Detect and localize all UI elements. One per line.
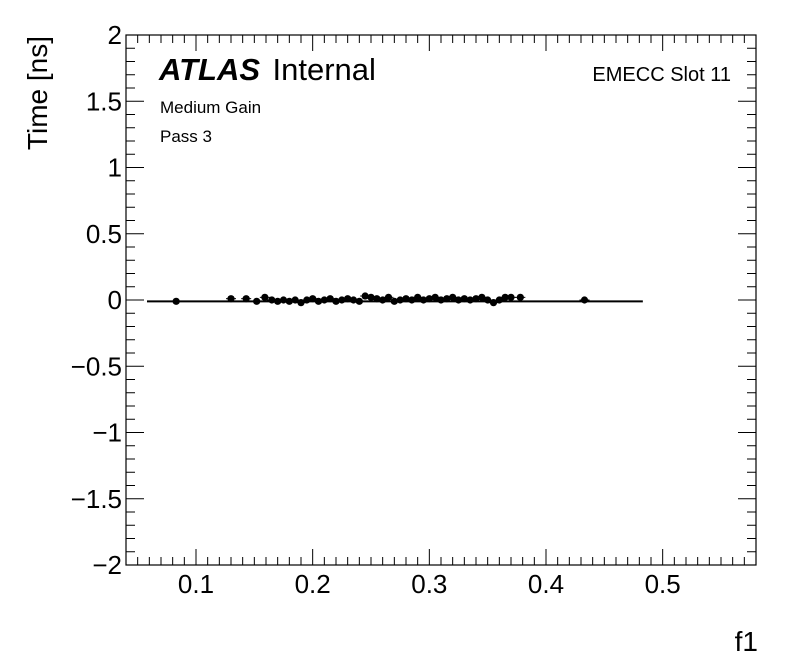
data-point <box>253 297 261 305</box>
data-point <box>414 293 422 301</box>
data-point <box>309 295 317 303</box>
y-tick-label: 2 <box>108 20 122 50</box>
x-tick-label: 0.2 <box>295 569 331 599</box>
data-point <box>355 297 363 305</box>
x-tick-label: 0.4 <box>528 569 564 599</box>
data-point <box>580 296 589 304</box>
y-tick-label: 1.5 <box>86 86 122 116</box>
data-point <box>501 293 509 301</box>
gain-label: Medium Gain <box>160 98 261 117</box>
data-point <box>291 296 299 304</box>
data-point <box>507 293 515 301</box>
data-point <box>516 293 524 301</box>
y-tick-label: −0.5 <box>71 351 122 381</box>
data-point <box>297 299 305 307</box>
slot-label: EMECC Slot 11 <box>592 64 731 86</box>
data-point <box>478 293 486 301</box>
atlas-internal-text: Internal <box>272 52 375 87</box>
data-points <box>171 292 590 307</box>
x-tick-label: 0.3 <box>411 569 447 599</box>
data-point <box>326 295 334 303</box>
y-tick-label: 1 <box>108 153 122 183</box>
x-tick-label: 0.5 <box>645 569 681 599</box>
x-axis-title: f1 <box>735 626 758 657</box>
axis-ticks <box>125 34 756 566</box>
data-point <box>431 293 439 301</box>
data-point <box>384 293 393 301</box>
y-tick-label: −1.5 <box>71 484 122 514</box>
data-point <box>227 295 235 303</box>
data-point <box>261 293 269 301</box>
y-tick-label: 0.5 <box>86 219 122 249</box>
data-point <box>242 295 250 303</box>
x-tick-labels: 0.1 0.2 0.3 0.4 0.5 <box>178 569 681 599</box>
data-point <box>408 296 416 304</box>
y-tick-label: 0 <box>108 285 122 315</box>
data-point <box>172 297 180 305</box>
data-point <box>489 299 498 307</box>
atlas-bold-text: ATLAS <box>158 52 260 87</box>
data-point <box>449 293 457 301</box>
y-tick-labels: −2 −1.5 −1 −0.5 0 0.5 1 1.5 2 <box>71 20 122 580</box>
y-tick-label: −1 <box>92 418 122 448</box>
pass-label: Pass 3 <box>160 127 212 146</box>
data-point <box>495 296 503 304</box>
y-tick-label: −2 <box>92 550 122 580</box>
data-point <box>484 296 492 304</box>
x-tick-label: 0.1 <box>178 569 214 599</box>
y-axis-title: Time [ns] <box>22 36 53 150</box>
atlas-label: ATLAS Internal <box>158 52 376 87</box>
data-point <box>379 296 387 304</box>
